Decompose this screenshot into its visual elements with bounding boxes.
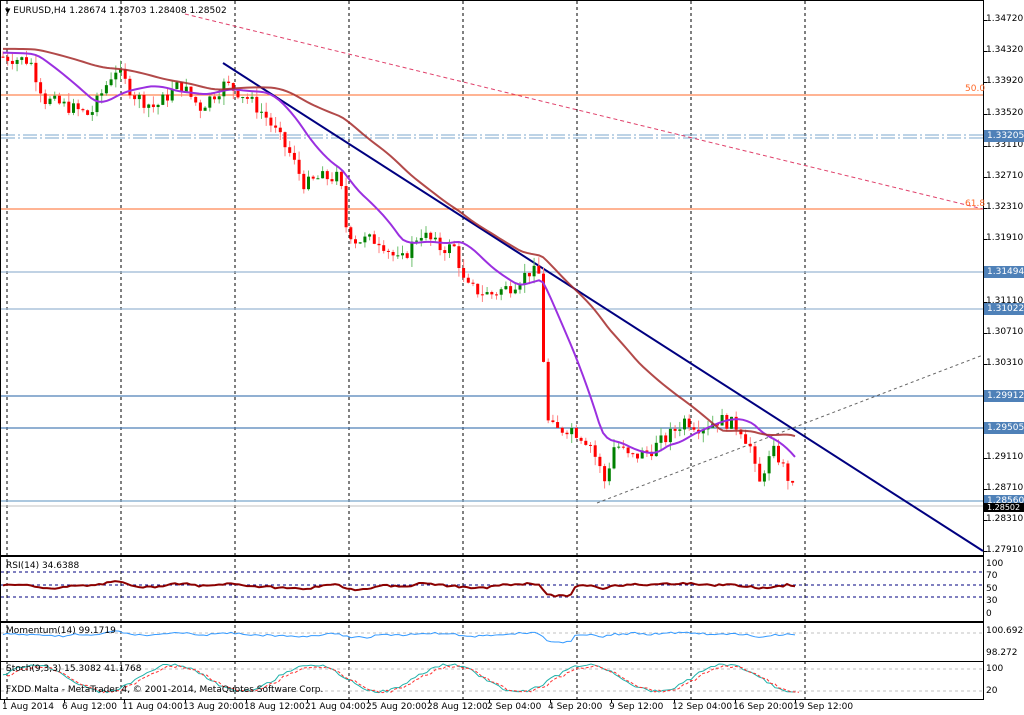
price-axis-label: 1.30310 [986, 357, 1024, 368]
price-axis-label: 1.29110 [986, 451, 1024, 462]
price-axis-tick [983, 51, 987, 53]
stoch-label: Stoch(9,3,3) 15.3082 41.1768 [6, 664, 142, 674]
price-tag-131494: 1.31494 [984, 266, 1024, 278]
price-axis-tick [983, 113, 987, 115]
rsi-level-70: 70 [986, 571, 998, 581]
rsi-level-100: 100 [986, 559, 1004, 569]
price-axis-tick [983, 332, 987, 334]
price-axis-tick [983, 488, 987, 490]
fib-50-label: 50.0 [965, 84, 986, 94]
rsi-label: RSI(14) 34.6388 [6, 561, 80, 571]
time-axis-label: 28 Aug 12:00 [427, 702, 488, 712]
price-axis-tick [983, 239, 987, 241]
stoch-level-100: 100 [986, 664, 1004, 674]
price-axis-label: 1.32310 [986, 201, 1024, 212]
fib-618-label: 61.8 [965, 199, 986, 209]
symbol-ohlc: EURUSD,H4 1.28674 1.28703 1.28408 1.2850… [13, 6, 227, 16]
price-tag-129912: 1.29912 [984, 390, 1024, 402]
rsi-panel[interactable] [0, 556, 984, 622]
price-axis-label: 1.30710 [986, 326, 1024, 337]
time-axis-label: 4 Sep 20:00 [548, 702, 603, 712]
time-axis-label: 25 Aug 20:00 [366, 702, 427, 712]
price-axis-label: 1.33920 [986, 76, 1024, 87]
price-axis-label: 1.34720 [986, 14, 1024, 24]
time-axis-label: 18 Aug 12:00 [244, 702, 305, 712]
time-axis-label: 9 Sep 12:00 [609, 702, 664, 712]
price-axis-tick [983, 519, 987, 521]
price-axis-label: 1.28710 [986, 482, 1024, 493]
price-axis-label: 1.33520 [986, 107, 1024, 118]
rsi-level-30: 30 [986, 596, 998, 606]
rsi-level-0: 0 [986, 609, 992, 619]
price-axis-tick [983, 301, 987, 303]
price-axis-tick [983, 551, 987, 553]
price-axis-label: 1.27910 [986, 545, 1024, 556]
rsi-level-50: 50 [986, 584, 998, 594]
price-axis-tick [983, 145, 987, 147]
price-axis-tick [983, 82, 987, 84]
price-axis-label: 1.31910 [986, 233, 1024, 244]
price-tag-129505: 1.29505 [984, 422, 1024, 434]
time-axis-label: 21 Aug 04:00 [305, 702, 366, 712]
time-axis-label: 12 Sep 04:00 [672, 702, 733, 712]
momentum-level-low: 98.272 [986, 648, 1018, 658]
time-axis-label: 16 Sep 20:00 [733, 702, 794, 712]
stoch-level-20: 20 [986, 686, 998, 696]
collapse-icon[interactable]: ▼ [5, 7, 11, 15]
time-axis-label: 11 Aug 04:00 [122, 702, 183, 712]
time-axis-label: 19 Sep 12:00 [793, 702, 854, 712]
time-axis-label: 1 Aug 2014 [2, 702, 54, 712]
current-price-tag: 1.28502 [984, 503, 1024, 512]
price-axis-label: 1.32710 [986, 170, 1024, 181]
price-axis-label: 1.34320 [986, 45, 1024, 56]
momentum-level-high: 100.6926 [986, 626, 1024, 636]
copyright-text: FXDD Malta - MetaTrader 4, © 2001-2014, … [6, 685, 324, 695]
stochastic-panel[interactable] [0, 661, 984, 700]
price-axis-tick [983, 20, 987, 21]
price-axis-tick [983, 363, 987, 365]
momentum-label: Momentum(14) 99.1719 [6, 626, 116, 636]
price-tag-131022: 1.31022 [984, 303, 1024, 315]
time-axis-label: 6 Aug 12:00 [62, 702, 117, 712]
price-tag-133205: 1.33205 [984, 130, 1024, 142]
price-axis-label: 1.28310 [986, 513, 1024, 524]
price-axis-label: 1.31110 [986, 295, 1024, 306]
time-axis-label: 2 Sep 04:00 [487, 702, 542, 712]
price-axis-tick [983, 207, 987, 209]
price-axis-label: 1.33110 [986, 139, 1024, 150]
chart-title: ▼ EURUSD,H4 1.28674 1.28703 1.28408 1.28… [5, 6, 227, 16]
main-chart-panel[interactable] [0, 0, 984, 556]
price-axis-tick [983, 176, 987, 178]
price-axis-tick [983, 457, 987, 459]
time-axis-label: 13 Aug 20:00 [183, 702, 244, 712]
